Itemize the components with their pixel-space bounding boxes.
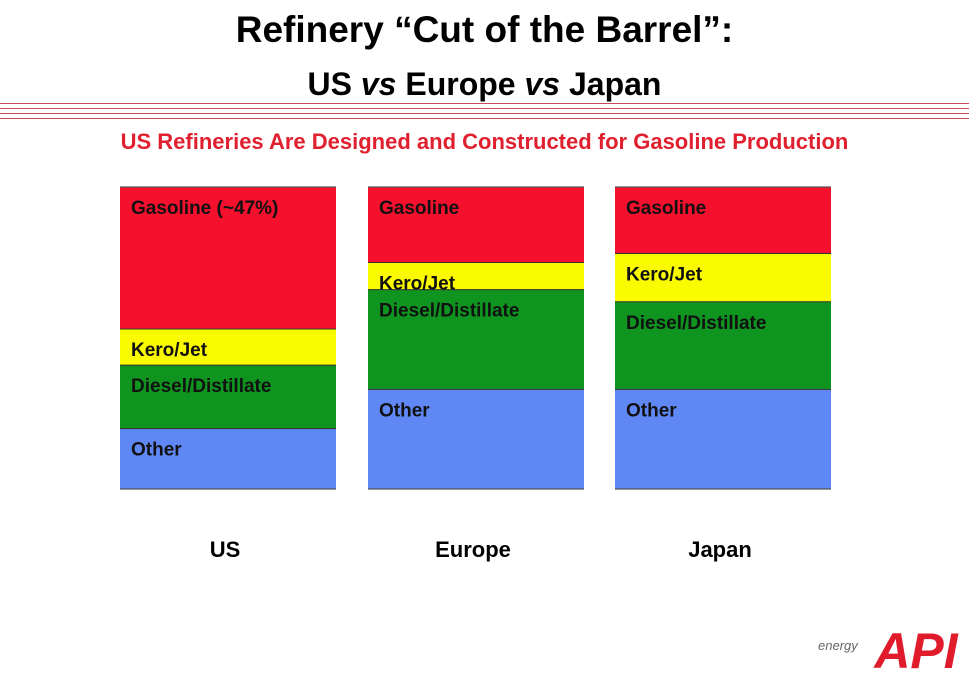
barrel-us: Other Diesel/Distillate Kero/Jet Gasoline (… (120, 186, 336, 490)
api-logo: API (872, 624, 958, 674)
subtitle-japan: Japan (560, 66, 662, 102)
title-rule-2 (0, 108, 969, 109)
segment-label-other-us: Other (131, 440, 182, 461)
segment-label-gasoline-europe: Gasoline (379, 198, 459, 219)
logo-word: energy (818, 638, 858, 653)
segment-label-diesel_distillate-us: Diesel/Distillate (131, 376, 271, 397)
barrel-japan: Other Diesel/Distillate Kero/Jet Gasoline (615, 186, 831, 490)
bar-segment-other-japan (615, 389, 831, 489)
bar-segment-gasoline-us (120, 187, 336, 329)
headline: US Refineries Are Designed and Construct… (120, 129, 849, 154)
bar-segment-diesel_distillate-japan (615, 301, 831, 390)
segment-label-kero_jet-europe: Kero/Jet (379, 274, 456, 295)
bar-segment-kero_jet-europe (368, 262, 584, 290)
segment-label-gasoline-japan: Gasoline (626, 198, 706, 219)
segment-label-gasoline-us: Gasoline (~47%) (131, 198, 278, 219)
bar-segment-gasoline-europe (368, 187, 584, 263)
category-label-japan: Japan (688, 537, 752, 562)
bar-segment-diesel_distillate-europe (368, 289, 584, 390)
page-title: Refinery “Cut of the Barrel”: (235, 9, 734, 50)
subtitle-vs-2: vs (524, 66, 561, 102)
bar-segment-diesel_distillate-us (120, 365, 336, 429)
bar-segment-other-europe (368, 389, 584, 489)
bar-segment-other-us (120, 428, 336, 489)
category-label-us: US (210, 537, 241, 562)
segment-label-kero_jet-us: Kero/Jet (131, 340, 208, 361)
subtitle-us: US (307, 66, 361, 102)
title-rule-3 (0, 113, 969, 114)
bar-segment-kero_jet-us (120, 328, 336, 366)
segment-label-kero_jet-japan: Kero/Jet (626, 264, 703, 285)
title-rule-4 (0, 118, 969, 119)
page-subtitle: US vs Europe vs Japan (0, 64, 969, 104)
logo-mark: API (872, 624, 958, 674)
segment-label-diesel_distillate-europe: Diesel/Distillate (379, 301, 519, 322)
category-label-europe: Europe (435, 537, 511, 562)
bar-segment-kero_jet-japan (615, 253, 831, 302)
bar-segment-gasoline-japan (615, 187, 831, 254)
subtitle-europe: Europe (396, 66, 525, 102)
subtitle-vs-1: vs (360, 66, 397, 102)
segment-label-diesel_distillate-japan: Diesel/Distillate (626, 313, 766, 334)
barrel-europe: Other Diesel/Distillate Kero/Jet Gasoline (368, 186, 584, 490)
segment-label-other-europe: Other (379, 400, 430, 421)
title-rule-1 (0, 103, 969, 104)
segment-label-other-japan: Other (626, 400, 677, 421)
